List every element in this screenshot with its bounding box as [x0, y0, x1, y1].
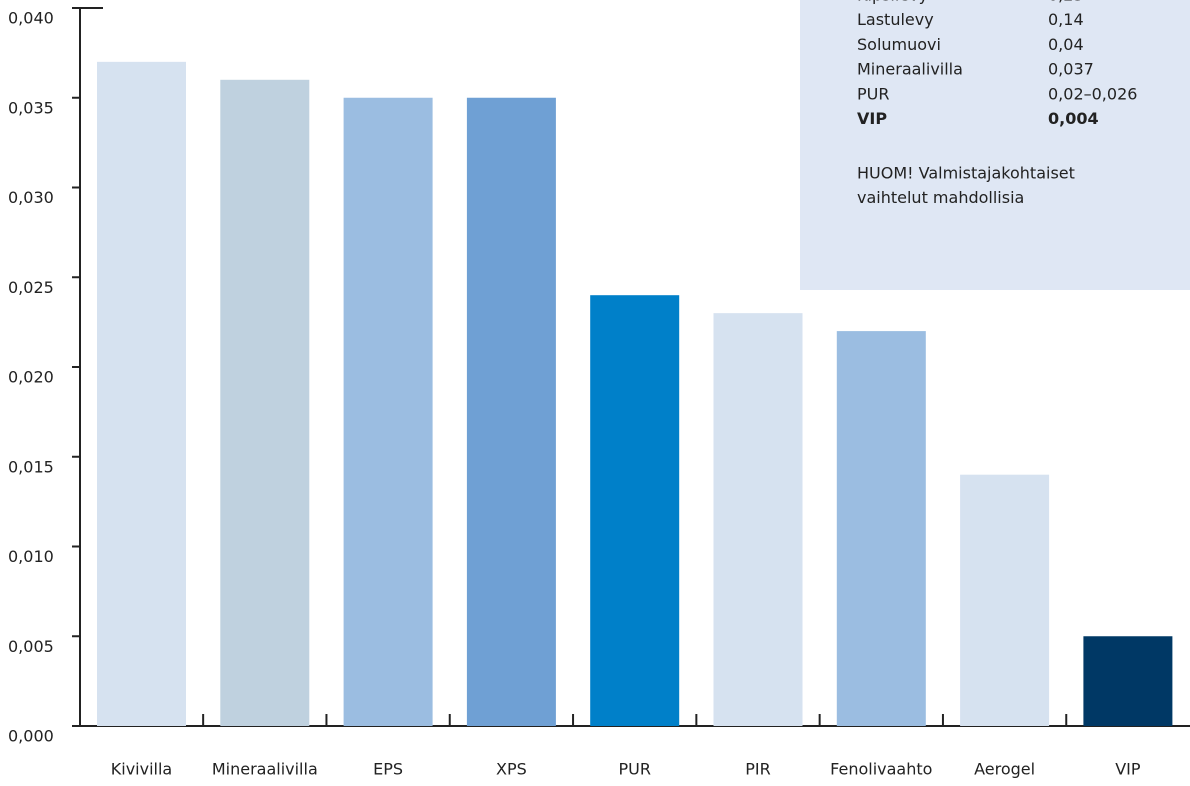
info-label: PUR — [857, 84, 889, 103]
y-tick-label: 0,035 — [8, 98, 54, 117]
bar — [220, 79, 310, 727]
bar — [713, 313, 803, 726]
bar — [97, 61, 186, 727]
x-tick-label: PUR — [618, 760, 650, 779]
x-tick-label: Fenolivaahto — [830, 760, 932, 779]
info-label: VIP — [857, 109, 887, 128]
bar — [343, 97, 433, 726]
info-label: Solumuovi — [857, 35, 941, 54]
x-tick-label: XPS — [496, 760, 527, 779]
bar — [590, 295, 680, 726]
y-tick-label: 0,025 — [8, 278, 54, 297]
x-tick-label: EPS — [373, 760, 403, 779]
info-label: Kipsilevy — [857, 0, 928, 5]
info-value: 0,14 — [1048, 10, 1084, 29]
info-value: 0,02–0,026 — [1048, 84, 1137, 103]
bar — [836, 331, 926, 726]
x-tick-label: Mineraalivilla — [212, 760, 318, 779]
y-tick-label: 0,030 — [8, 188, 54, 207]
y-tick-label: 0,015 — [8, 457, 54, 476]
y-tick-label: 0,000 — [8, 727, 54, 746]
info-value: 0,037 — [1048, 60, 1094, 79]
y-tick-label: 0,010 — [8, 547, 54, 566]
bar — [1083, 636, 1173, 726]
info-value: 0,25 — [1048, 0, 1084, 5]
info-note: vaihtelut mahdollisia — [857, 188, 1024, 207]
x-tick-label: Kivivilla — [111, 760, 172, 779]
bar — [960, 474, 1050, 726]
info-box — [800, 0, 1190, 290]
bar — [466, 97, 556, 726]
x-tick-label: Aerogel — [974, 760, 1035, 779]
info-label: Lastulevy — [857, 10, 934, 29]
y-tick-label: 0,020 — [8, 368, 54, 387]
y-tick-label: 0,040 — [8, 9, 54, 28]
y-tick-label: 0,005 — [8, 637, 54, 656]
info-value: 0,04 — [1048, 35, 1084, 54]
info-value: 0,004 — [1048, 109, 1099, 128]
x-tick-label: PIR — [745, 760, 770, 779]
info-note: HUOM! Valmistajakohtaiset — [857, 164, 1075, 183]
info-label: Mineraalivilla — [857, 60, 963, 79]
x-tick-label: VIP — [1115, 760, 1141, 779]
